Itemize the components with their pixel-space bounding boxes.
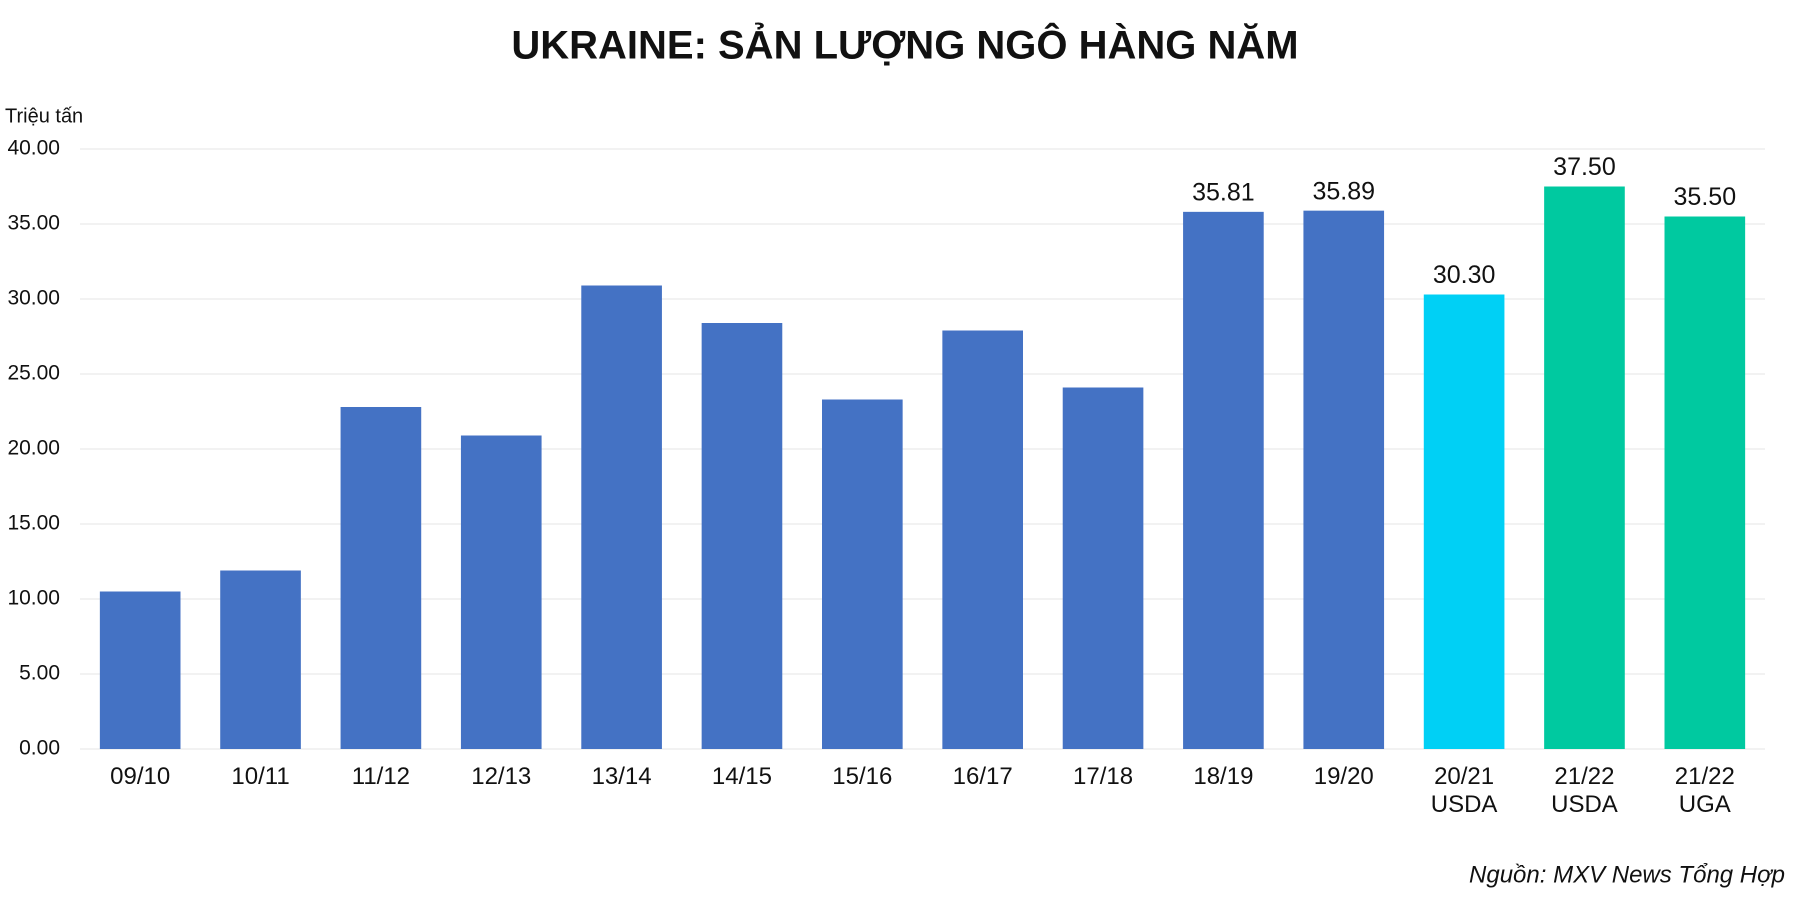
x-tick-label: 16/17 — [952, 763, 1013, 790]
y-tick-label: 10.00 — [7, 587, 60, 610]
value-label: 35.89 — [1312, 177, 1375, 205]
x-tick-label: 13/14 — [591, 763, 652, 790]
value-label: 30.30 — [1433, 261, 1496, 289]
bar — [460, 435, 542, 749]
bar — [340, 407, 422, 749]
y-tick-label: 35.00 — [7, 212, 60, 235]
source-note: Nguồn: MXV News Tổng Hợp — [1469, 861, 1785, 888]
bar — [1062, 387, 1144, 749]
x-tick-label: 17/18 — [1073, 763, 1134, 790]
bar — [1303, 210, 1385, 749]
x-tick-label: 12/13 — [471, 763, 532, 790]
y-tick-label: 40.00 — [7, 137, 60, 160]
x-tick-label: 14/15 — [711, 763, 772, 790]
bar — [1664, 216, 1746, 749]
x-tick-label: 19/20 — [1313, 763, 1374, 790]
value-label: 35.81 — [1192, 178, 1255, 206]
bar — [701, 323, 783, 749]
bar — [1544, 186, 1625, 749]
y-tick-label: 30.00 — [7, 287, 60, 310]
value-label: 37.50 — [1553, 153, 1616, 181]
x-tick-label: 18/19 — [1193, 763, 1254, 790]
y-axis-label: Triệu tấn — [5, 105, 83, 127]
x-tick-label: 15/16 — [832, 763, 893, 790]
bar — [822, 399, 903, 749]
bar — [942, 330, 1023, 749]
chart-title: UKRAINE: SẢN LƯỢNG NGÔ HÀNG NĂM — [511, 22, 1298, 68]
value-label: 35.50 — [1674, 183, 1737, 211]
bar — [1423, 294, 1505, 749]
bar — [581, 285, 662, 749]
y-tick-label: 5.00 — [19, 662, 60, 685]
x-tick-label: 11/12 — [351, 763, 411, 790]
y-tick-label: 25.00 — [7, 362, 60, 385]
x-tick-label: 09/10 — [110, 763, 171, 790]
x-tick-label: 21/22 UGA — [1674, 763, 1735, 818]
y-tick-label: 15.00 — [7, 512, 60, 535]
bar — [1183, 211, 1264, 750]
y-tick-label: 20.00 — [7, 437, 60, 460]
x-tick-label: 10/11 — [231, 763, 290, 790]
x-tick-label: 21/22 USDA — [1551, 763, 1618, 818]
bar — [99, 591, 181, 749]
y-tick-label: 0.00 — [19, 737, 60, 760]
bar — [220, 570, 301, 749]
x-tick-label: 20/21 USDA — [1430, 763, 1498, 818]
